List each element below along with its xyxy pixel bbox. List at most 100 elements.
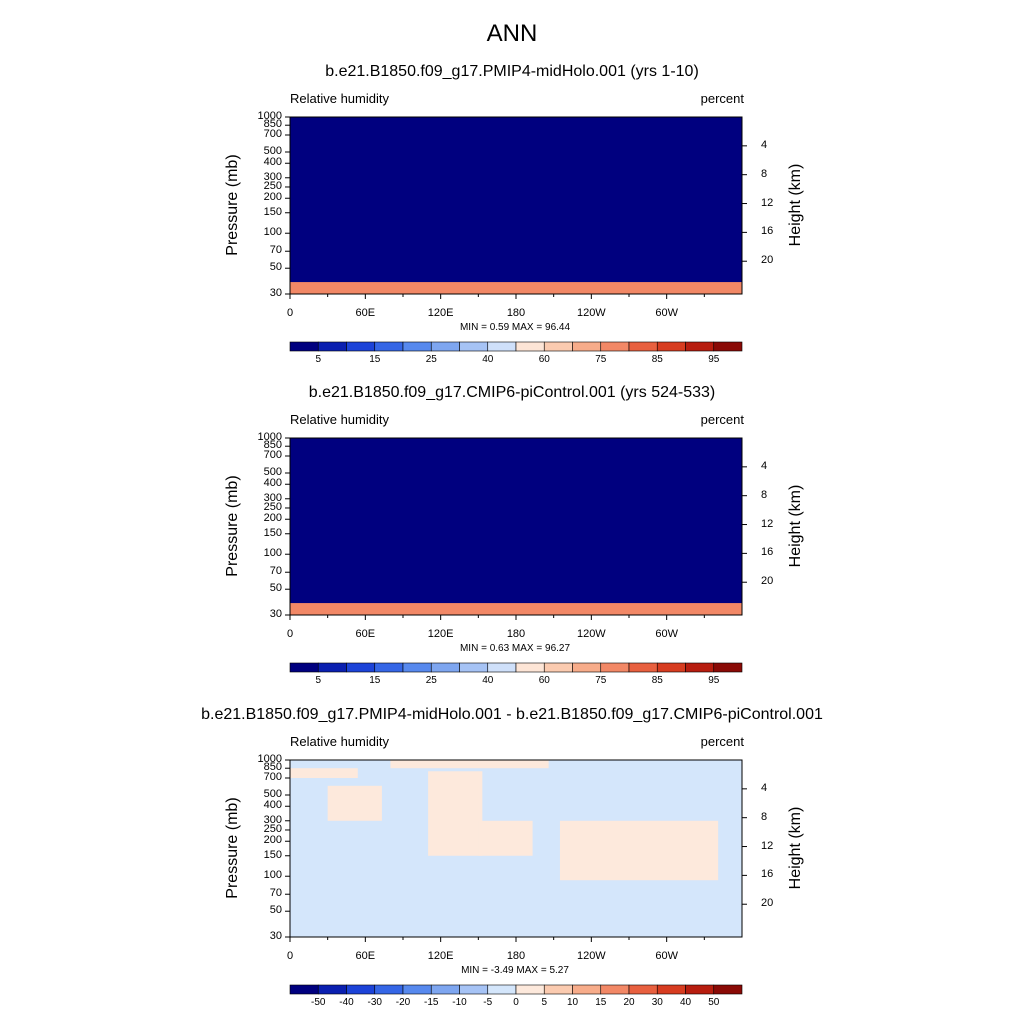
y-tick-label: 200 — [263, 834, 282, 847]
x-tick-label: 120W — [576, 307, 606, 319]
colorbar-label: 10 — [566, 997, 579, 1008]
panel-1-units: percent — [700, 91, 744, 106]
panel-1-title: b.e21.B1850.f09_g17.PMIP4-midHolo.001 (y… — [325, 63, 699, 80]
colorbar-box — [685, 341, 715, 352]
y-tick-label: 1000 — [257, 431, 282, 443]
colorbar-box — [317, 662, 347, 673]
y-tick-label: 30 — [269, 930, 282, 942]
y-tick-label: 100 — [263, 547, 282, 560]
y-tick-label: 250 — [263, 500, 282, 513]
x-tick-label: 120W — [576, 628, 606, 640]
colorbar-box — [430, 341, 460, 352]
colorbar-label: 40 — [482, 675, 494, 686]
panel-2-units: percent — [700, 412, 744, 427]
height-tick-label: 16 — [761, 546, 774, 559]
colorbar-label: -10 — [452, 997, 467, 1008]
colorbar-box — [430, 662, 460, 673]
colorbar-box — [713, 984, 743, 995]
colorbar-box — [628, 662, 658, 673]
height-tick-label: 8 — [761, 810, 768, 823]
x-tick-label: 120E — [427, 950, 454, 962]
colorbar-box — [656, 662, 686, 673]
x-tick-label: 180 — [506, 950, 526, 962]
colorbar-box — [685, 984, 715, 995]
y-tick-label: 300 — [263, 813, 282, 826]
y-tick-label: 50 — [269, 582, 282, 595]
panel-1-field — [290, 117, 742, 294]
height-tick-label: 20 — [761, 897, 774, 910]
colorbar-box — [543, 984, 573, 995]
y-axis-title: Pressure (mb) — [224, 153, 241, 256]
colorbar-box — [402, 662, 432, 673]
panel-3-field — [290, 760, 742, 937]
y-tick-label: 850 — [263, 439, 282, 452]
colorbar-box — [289, 662, 319, 673]
colorbar-label: -30 — [367, 997, 382, 1008]
colorbar-box — [543, 662, 573, 673]
colorbar-label: 40 — [679, 997, 692, 1008]
x-tick-label: 60E — [355, 307, 376, 319]
height-tick-label: 20 — [761, 575, 774, 588]
y-tick-label: 500 — [263, 465, 282, 478]
height-tick-label: 8 — [761, 167, 768, 180]
colorbar-box — [459, 984, 489, 995]
y-tick-label: 400 — [263, 156, 282, 169]
y-tick-label: 30 — [269, 608, 282, 620]
height-tick-label: 16 — [761, 868, 774, 881]
colorbar-box — [487, 662, 517, 673]
colorbar-box — [402, 984, 432, 995]
colorbar-label: 60 — [538, 354, 550, 365]
figure-title: ANN — [486, 20, 538, 47]
colorbar-label: 50 — [708, 997, 720, 1008]
colorbar-box — [515, 341, 545, 352]
colorbar-label: 75 — [595, 675, 607, 686]
x-tick-label: 60W — [655, 950, 678, 962]
colorbar-label: 5 — [315, 354, 322, 365]
panel-1-minmax: MIN = 0.59 MAX = 96.44 — [459, 322, 571, 333]
height-tick-label: 12 — [761, 196, 774, 209]
panel-2-colorbar — [289, 662, 743, 673]
y-tick-label: 150 — [263, 205, 282, 218]
y-tick-label: 400 — [263, 477, 282, 490]
colorbar-box — [317, 984, 347, 995]
y-tick-label: 500 — [263, 144, 282, 157]
colorbar-box — [600, 662, 630, 673]
y-tick-label: 100 — [263, 226, 282, 239]
y-tick-label: 150 — [263, 848, 282, 861]
y-tick-label: 400 — [263, 799, 282, 812]
y-tick-label: 70 — [269, 565, 282, 578]
right-axis-title: Height (km) — [787, 806, 804, 889]
height-tick-label: 4 — [761, 138, 768, 151]
panel-3-minmax: MIN = -3.49 MAX = 5.27 — [461, 965, 569, 976]
colorbar-label: 95 — [708, 675, 720, 686]
y-tick-label: 250 — [263, 179, 282, 192]
x-tick-label: 0 — [286, 307, 294, 319]
y-tick-label: 850 — [263, 761, 282, 774]
colorbar-label: 15 — [595, 997, 607, 1008]
colorbar-label: 20 — [623, 997, 635, 1008]
colorbar-label: 15 — [369, 354, 381, 365]
colorbar-box — [628, 984, 658, 995]
y-tick-label: 200 — [263, 191, 282, 204]
y-tick-label: 70 — [269, 244, 282, 257]
y-tick-label: 50 — [269, 904, 282, 917]
x-tick-label: 60E — [355, 628, 376, 640]
right-axis-title: Height (km) — [787, 163, 804, 246]
right-axis-title: Height (km) — [787, 484, 804, 567]
panel-3-colorbar — [289, 984, 743, 995]
colorbar-box — [515, 984, 545, 995]
y-tick-label: 300 — [263, 170, 282, 183]
panel-2-title: b.e21.B1850.f09_g17.CMIP6-piControl.001 … — [308, 384, 716, 401]
y-tick-label: 850 — [263, 118, 282, 131]
y-tick-label: 300 — [263, 491, 282, 504]
y-tick-label: 700 — [263, 128, 282, 140]
colorbar-label: -5 — [483, 997, 493, 1008]
panel-2-field — [290, 438, 742, 615]
x-tick-label: 180 — [506, 307, 526, 319]
height-tick-label: 4 — [761, 459, 768, 472]
colorbar-box — [430, 984, 460, 995]
colorbar-box — [600, 984, 630, 995]
x-tick-label: 120E — [427, 307, 454, 319]
colorbar-label: -15 — [424, 997, 439, 1008]
colorbar-label: 15 — [369, 675, 381, 686]
